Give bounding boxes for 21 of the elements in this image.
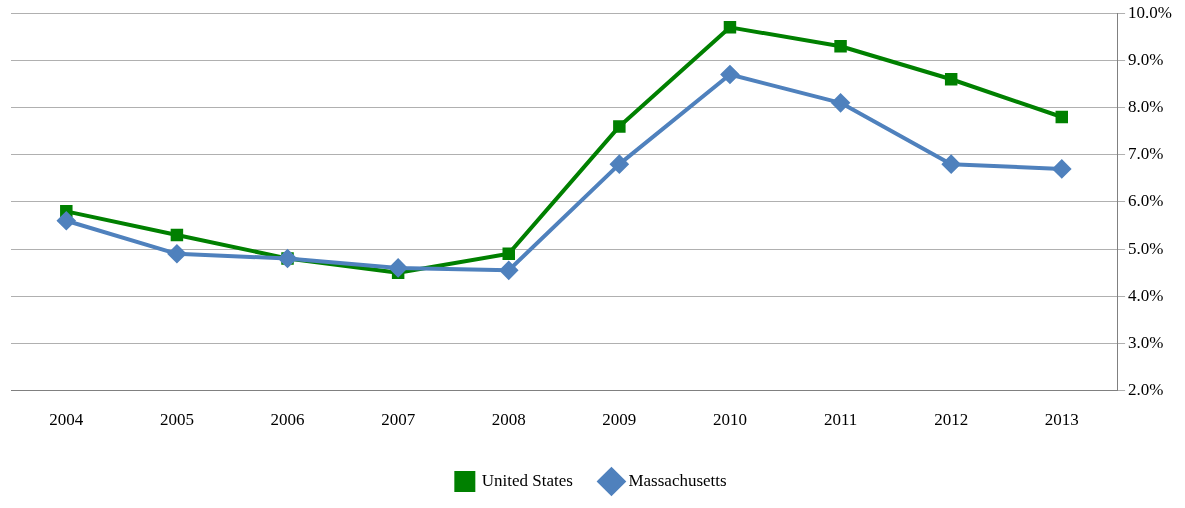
y-tick-label: 2.0%	[1128, 380, 1164, 400]
x-tick-label: 2007	[381, 410, 416, 430]
y-tick-label: 7.0%	[1128, 144, 1164, 164]
y-tick-label: 5.0%	[1128, 238, 1164, 258]
y-tick-label: 4.0%	[1128, 285, 1164, 305]
x-tick-label: 2008	[491, 410, 526, 430]
legend-label: Massachusetts	[628, 470, 727, 490]
x-tick-label: 2009	[602, 410, 637, 430]
x-tick-label: 2012	[934, 410, 969, 430]
x-tick-label: 2010	[712, 410, 747, 430]
y-tick-label: 3.0%	[1128, 332, 1164, 352]
x-tick-label: 2013	[1044, 410, 1079, 430]
x-tick-label: 2004	[49, 410, 84, 430]
x-tick-label: 2005	[159, 410, 194, 430]
y-tick-label: 6.0%	[1128, 191, 1164, 211]
y-tick-label: 8.0%	[1128, 97, 1164, 117]
y-tick-label: 10.0%	[1128, 2, 1173, 22]
legend-label: United States	[481, 470, 573, 490]
x-tick-label: 2011	[823, 410, 858, 430]
x-tick-label: 2006	[270, 410, 305, 430]
y-tick-label: 9.0%	[1128, 49, 1164, 69]
